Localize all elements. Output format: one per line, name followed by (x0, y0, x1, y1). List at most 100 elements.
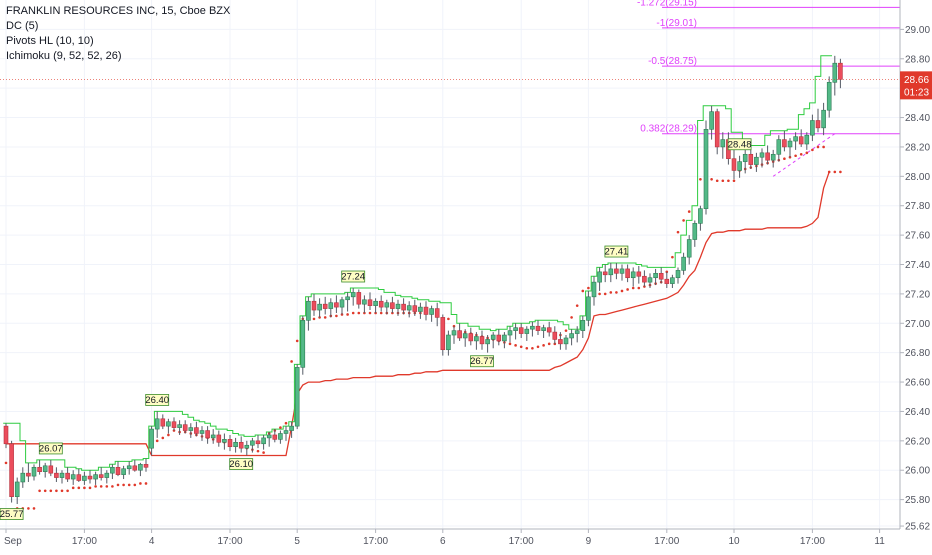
candle-body[interactable] (289, 425, 294, 431)
candle-body[interactable] (574, 330, 580, 334)
candle-body[interactable] (614, 268, 619, 274)
candle-body[interactable] (602, 271, 608, 276)
candle-body[interactable] (597, 271, 602, 283)
candle-body[interactable] (451, 330, 457, 336)
candle-body[interactable] (283, 430, 289, 434)
candle-body[interactable] (14, 481, 20, 497)
candle-body[interactable] (838, 62, 843, 80)
candle-body[interactable] (104, 472, 110, 478)
candle-body[interactable] (126, 465, 132, 470)
candle-body[interactable] (703, 129, 709, 209)
candle-body[interactable] (782, 139, 787, 148)
candle-body[interactable] (143, 464, 149, 468)
candle-body[interactable] (317, 303, 322, 311)
candle-body[interactable] (681, 256, 686, 271)
candle-body[interactable] (233, 442, 238, 448)
candle-body[interactable] (238, 442, 244, 449)
candle-body[interactable] (115, 466, 121, 475)
candle-body[interactable] (154, 418, 160, 430)
candle-body[interactable] (373, 300, 378, 306)
candle-body[interactable] (261, 437, 266, 445)
candle-body[interactable] (339, 299, 345, 308)
last-price-tag[interactable] (900, 71, 932, 100)
candle-body[interactable] (412, 305, 418, 312)
candle-body[interactable] (591, 281, 597, 298)
candle-body[interactable] (821, 109, 826, 129)
candle-body[interactable] (87, 475, 93, 480)
candle-body[interactable] (793, 136, 798, 142)
candle-body[interactable] (462, 333, 468, 339)
candle-body[interactable] (698, 208, 703, 224)
candle-body[interactable] (82, 475, 87, 481)
candle-body[interactable] (440, 317, 446, 351)
symbol-title[interactable]: FRANKLIN RESOURCES INC, 15, Cboe BZX (6, 5, 231, 17)
candle-body[interactable] (630, 271, 636, 279)
candle-body[interactable] (474, 336, 479, 342)
candle-body[interactable] (748, 153, 754, 165)
candle-body[interactable] (406, 305, 412, 311)
candle-body[interactable] (244, 444, 250, 449)
candle-body[interactable] (334, 302, 339, 308)
candle-body[interactable] (765, 152, 770, 161)
candle-body[interactable] (205, 430, 210, 439)
candle-body[interactable] (48, 465, 54, 474)
candle-body[interactable] (166, 421, 171, 427)
candle-body[interactable] (692, 223, 698, 240)
candle-body[interactable] (199, 430, 205, 434)
candle-body[interactable] (754, 156, 759, 165)
candle-body[interactable] (384, 302, 390, 308)
candle-body[interactable] (222, 439, 227, 443)
candle-body[interactable] (810, 120, 815, 136)
candle-body[interactable] (54, 472, 59, 478)
candle-body[interactable] (26, 472, 31, 477)
candle-body[interactable] (3, 425, 9, 445)
candle-body[interactable] (502, 334, 507, 342)
candle-body[interactable] (658, 273, 664, 280)
candle-body[interactable] (227, 439, 233, 448)
candle-body[interactable] (194, 427, 199, 434)
candle-body[interactable] (742, 153, 748, 162)
candle-body[interactable] (446, 334, 451, 351)
candle-body[interactable] (804, 134, 810, 145)
candle-body[interactable] (429, 308, 434, 315)
candle-body[interactable] (278, 433, 283, 440)
candle-body[interactable] (541, 327, 546, 331)
candle-body[interactable] (37, 466, 42, 472)
candle-body[interactable] (787, 140, 793, 148)
candle-body[interactable] (720, 139, 726, 148)
candle-body[interactable] (558, 339, 563, 345)
candle-body[interactable] (132, 465, 138, 471)
pivots-indicator-label[interactable]: Pivots HL (10, 10) (6, 35, 94, 47)
candle-body[interactable] (294, 367, 300, 427)
candle-body[interactable] (608, 268, 614, 276)
candle-body[interactable] (490, 334, 496, 340)
candle-body[interactable] (709, 111, 714, 130)
candle-body[interactable] (9, 443, 14, 497)
candle-body[interactable] (675, 270, 681, 279)
candle-body[interactable] (390, 302, 395, 309)
candle-body[interactable] (457, 330, 462, 339)
candle-body[interactable] (160, 418, 166, 427)
candle-body[interactable] (636, 271, 642, 277)
candle-body[interactable] (670, 277, 675, 284)
candle-body[interactable] (149, 428, 154, 449)
candle-body[interactable] (266, 434, 272, 439)
candle-body[interactable] (563, 337, 569, 345)
candle-body[interactable] (737, 161, 742, 171)
candle-body[interactable] (378, 300, 384, 308)
candle-body[interactable] (395, 303, 401, 309)
candle-body[interactable] (59, 472, 65, 478)
candle-body[interactable] (546, 327, 552, 333)
candle-body[interactable] (216, 434, 222, 443)
candle-body[interactable] (832, 62, 838, 83)
candle-body[interactable] (98, 474, 104, 478)
candle-body[interactable] (110, 466, 115, 474)
candle-body[interactable] (826, 81, 832, 111)
candle-body[interactable] (188, 427, 194, 431)
ichimoku-indicator-label[interactable]: Ichimoku (9, 52, 52, 26) (6, 50, 122, 62)
candle-body[interactable] (322, 303, 328, 309)
candle-body[interactable] (798, 136, 804, 145)
candle-body[interactable] (653, 273, 658, 279)
